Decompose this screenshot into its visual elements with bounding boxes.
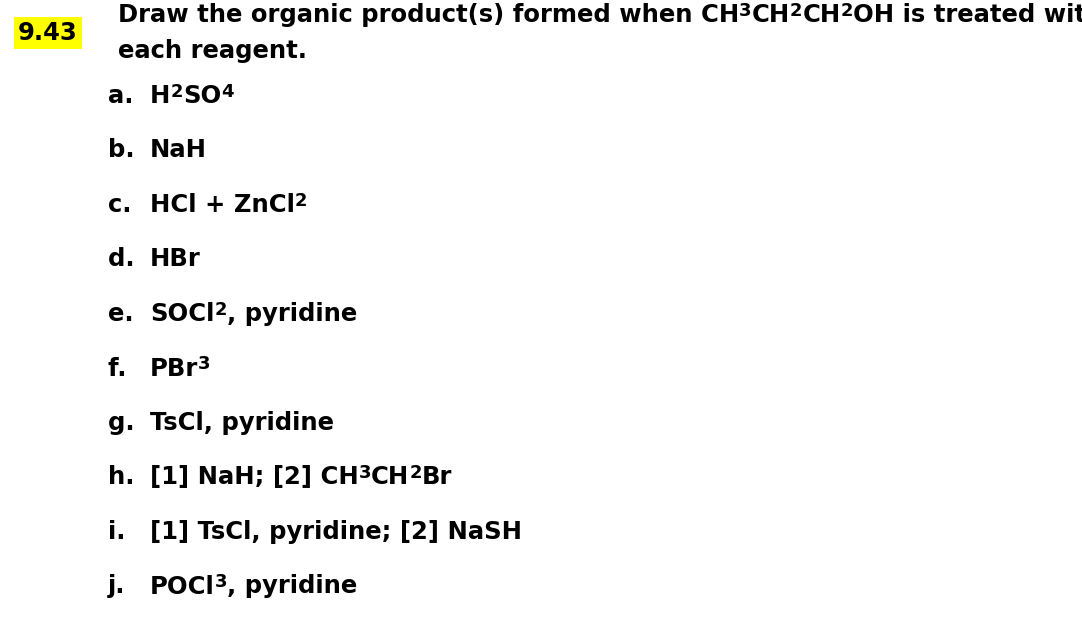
Text: HCl + ZnCl: HCl + ZnCl [150, 193, 295, 217]
Text: h.: h. [108, 465, 140, 489]
Text: , pyridine: , pyridine [227, 575, 357, 598]
Text: j.: j. [108, 575, 143, 598]
Text: 2: 2 [170, 83, 183, 101]
Text: a.: a. [108, 84, 138, 108]
Text: 3: 3 [198, 355, 211, 373]
Text: PBr: PBr [150, 356, 198, 381]
Text: 3: 3 [359, 464, 371, 482]
Text: c.: c. [108, 193, 136, 217]
Text: HBr: HBr [150, 248, 201, 272]
Text: CH: CH [371, 465, 409, 489]
Text: i.: i. [108, 520, 143, 544]
Text: f.: f. [108, 356, 144, 381]
Text: 9.43: 9.43 [18, 21, 78, 45]
Text: CH: CH [803, 3, 841, 27]
Text: CH: CH [752, 3, 790, 27]
Text: SOCl: SOCl [150, 302, 214, 326]
Text: TsCl, pyridine: TsCl, pyridine [150, 411, 334, 435]
Text: 2: 2 [295, 192, 307, 210]
Text: each reagent.: each reagent. [118, 39, 307, 63]
Text: 3: 3 [739, 2, 752, 20]
Text: POCl: POCl [150, 575, 214, 598]
Text: NaH: NaH [150, 139, 207, 162]
Text: [1] NaH; [2] CH: [1] NaH; [2] CH [150, 465, 359, 489]
Text: [1] TsCl, pyridine; [2] NaSH: [1] TsCl, pyridine; [2] NaSH [150, 520, 522, 544]
Text: SO: SO [183, 84, 221, 108]
Text: 3: 3 [214, 573, 227, 591]
Text: Draw the organic product(s) formed when CH: Draw the organic product(s) formed when … [118, 3, 739, 27]
Text: d.: d. [108, 248, 140, 272]
Text: 2: 2 [409, 464, 422, 482]
Text: 4: 4 [221, 83, 234, 101]
Text: 2: 2 [841, 2, 854, 20]
Text: , pyridine: , pyridine [227, 302, 357, 326]
Text: e.: e. [108, 302, 138, 326]
Text: 2: 2 [214, 300, 227, 318]
Text: OH is treated with: OH is treated with [854, 3, 1082, 27]
Text: H: H [150, 84, 170, 108]
Text: b.: b. [108, 139, 140, 162]
Text: 2: 2 [790, 2, 803, 20]
Text: g.: g. [108, 411, 140, 435]
Text: Br: Br [422, 465, 452, 489]
